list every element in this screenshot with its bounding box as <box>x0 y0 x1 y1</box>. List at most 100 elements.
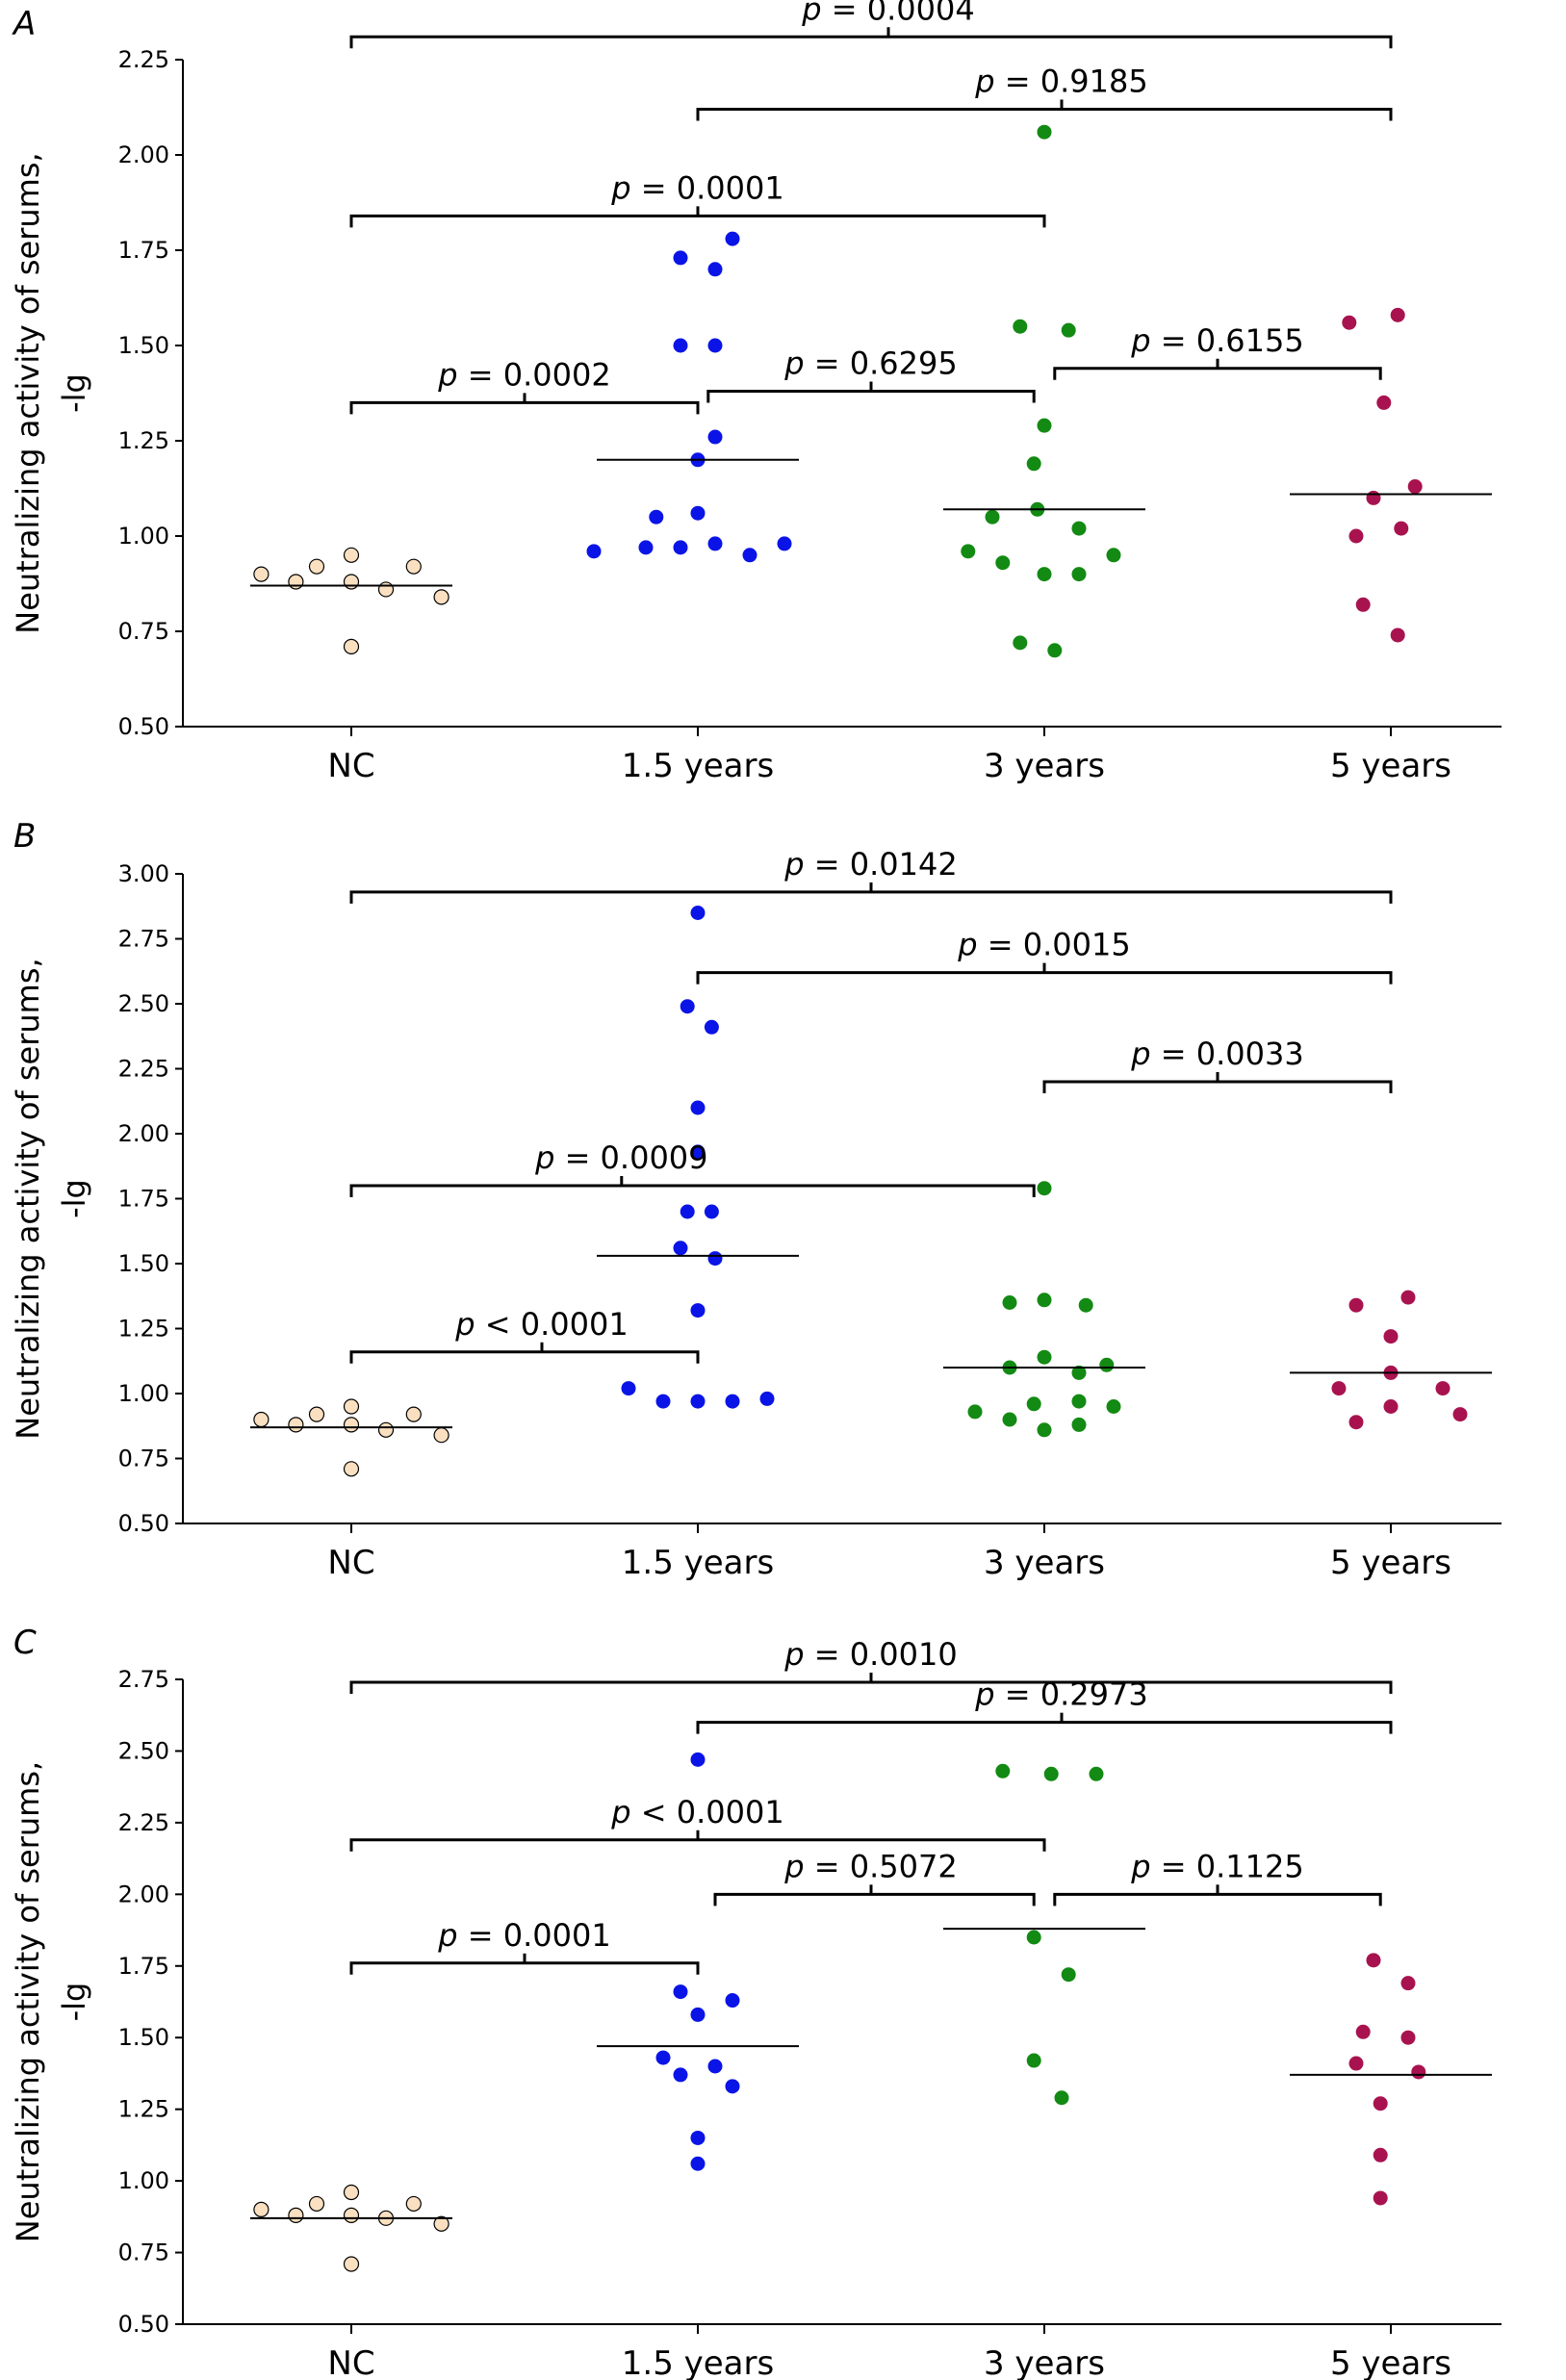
bracket-line <box>349 400 700 415</box>
p-value-label: p = 0.1125 <box>1130 1848 1303 1884</box>
point-1-5-years <box>655 2050 671 2065</box>
point-nc <box>288 1417 304 1433</box>
bracket-line <box>696 107 1393 121</box>
p-value: = 0.0009 <box>554 1139 707 1176</box>
point-5-years <box>1342 315 1357 330</box>
point-3-years <box>1037 1349 1052 1365</box>
point-3-years <box>1078 1297 1093 1313</box>
x-tick-label: 5 years <box>1330 1544 1451 1582</box>
p-value: = 0.0010 <box>805 1636 958 1673</box>
point-3-years <box>1089 1766 1104 1781</box>
p-value-label: p = 0.0015 <box>957 927 1130 963</box>
point-nc <box>308 1406 325 1422</box>
point-1-5-years <box>759 1391 775 1406</box>
point-nc <box>433 1427 449 1444</box>
x-tick-label: NC <box>327 1544 374 1582</box>
y-tick-label: 1.50 <box>118 1250 169 1277</box>
point-1-5-years <box>704 1204 719 1219</box>
y-axis-label-unit: -lg <box>56 1983 92 2022</box>
panel-a: A 0.50 0.75 1.00 1.25 1.50 1.75 2.00 2.25 NC 1.5 y… <box>10 0 1502 785</box>
point-1-5-years <box>742 548 757 563</box>
comparison-bracket: p = 0.0001 <box>349 1917 700 1975</box>
point-1-5-years <box>673 1241 688 1256</box>
point-3-years <box>995 555 1011 571</box>
y-tick-label: 0.75 <box>118 2239 169 2266</box>
point-1-5-years <box>690 1303 706 1318</box>
y-tick-label: 3.00 <box>118 860 169 887</box>
point-nc <box>433 589 449 605</box>
bracket-line <box>349 214 1046 228</box>
point-1-5-years <box>707 338 723 353</box>
point-3-years <box>995 1763 1011 1779</box>
comparison-bracket: p = 0.1125 <box>1053 1848 1382 1907</box>
comparison-bracket: p = 0.5072 <box>713 1848 1036 1907</box>
p-symbol: p <box>610 169 630 206</box>
point-3-years <box>1071 1394 1087 1409</box>
comparison-bracket: p = 0.0009 <box>349 1139 1036 1197</box>
point-nc <box>405 2195 422 2213</box>
p-value: = 0.0004 <box>822 0 975 27</box>
point-1-5-years <box>673 338 688 353</box>
p-value: = 0.6155 <box>1151 322 1304 359</box>
point-3-years <box>1002 1412 1017 1427</box>
bracket-line <box>696 1721 1393 1734</box>
point-5-years <box>1348 1297 1364 1313</box>
y-tick-label: 2.75 <box>118 1666 169 1693</box>
point-nc <box>288 2207 304 2223</box>
point-1-5-years <box>707 1251 723 1267</box>
p-symbol: p <box>957 927 977 963</box>
y-tick-label: 2.00 <box>118 141 169 168</box>
point-1-5-years <box>704 1019 719 1035</box>
point-5-years <box>1373 2147 1388 2162</box>
p-value-label: p = 0.0033 <box>1130 1036 1303 1072</box>
comparison-bracket: p = 0.0001 <box>349 169 1046 228</box>
point-5-years <box>1355 2024 1371 2039</box>
point-1-5-years <box>690 1394 706 1409</box>
point-3-years <box>1099 1357 1115 1372</box>
p-value: = 0.0001 <box>631 169 784 206</box>
p-symbol: p <box>974 63 994 99</box>
point-3-years <box>1037 124 1052 140</box>
p-value: = 0.0033 <box>1151 1036 1304 1072</box>
point-1-5-years <box>649 509 664 525</box>
point-3-years <box>1026 1930 1041 1945</box>
point-3-years <box>1043 1766 1059 1781</box>
point-nc <box>253 1411 270 1428</box>
point-5-years <box>1373 2190 1388 2206</box>
point-3-years <box>1037 567 1052 582</box>
bracket-line <box>706 390 1036 403</box>
point-1-5-years <box>673 1984 688 2000</box>
point-1-5-years <box>690 2007 706 2022</box>
point-5-years <box>1376 395 1392 410</box>
p-symbol: p <box>974 1676 994 1713</box>
point-1-5-years <box>655 1394 671 1409</box>
y-tick-label: 1.25 <box>118 1316 169 1343</box>
y-tick-label: 0.50 <box>118 2311 169 2338</box>
panel-letter: B <box>13 817 36 856</box>
point-nc <box>343 1417 360 1433</box>
comparison-bracket: p = 0.0010 <box>349 1636 1393 1694</box>
comparison-bracket: p = 0.6295 <box>706 345 1036 403</box>
point-1-5-years <box>638 540 654 555</box>
p-value: = 0.1125 <box>1151 1848 1304 1884</box>
p-value-label: p = 0.0004 <box>801 0 974 27</box>
bracket-line <box>349 1350 700 1364</box>
point-1-5-years <box>621 1381 636 1396</box>
point-nc <box>433 2215 449 2232</box>
p-value: = 0.0001 <box>458 1917 611 1954</box>
y-tick-label: 2.00 <box>118 1120 169 1147</box>
p-value-label: p = 0.6155 <box>1130 322 1303 359</box>
point-1-5-years <box>725 231 740 246</box>
point-5-years <box>1400 1290 1416 1305</box>
point-3-years <box>1026 2053 1041 2068</box>
point-3-years <box>1054 2090 1069 2106</box>
p-value-label: p = 0.0001 <box>437 1917 610 1954</box>
point-1-5-years <box>707 2059 723 2074</box>
y-tick-label: 1.75 <box>118 1186 169 1213</box>
x-tick-label: 1.5 years <box>622 1544 774 1582</box>
p-symbol: p <box>1130 322 1150 359</box>
p-value-label: p = 0.0009 <box>534 1139 707 1176</box>
comparison-bracket: p = 0.0004 <box>349 0 1393 49</box>
point-nc <box>288 574 304 590</box>
bracket-line <box>349 35 1393 49</box>
